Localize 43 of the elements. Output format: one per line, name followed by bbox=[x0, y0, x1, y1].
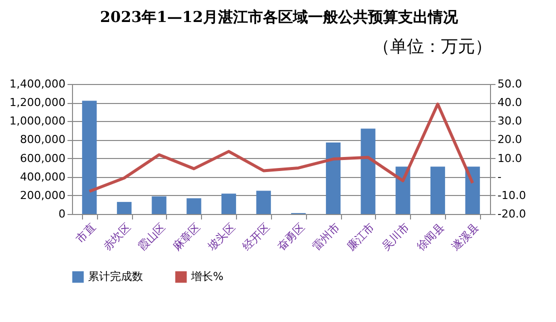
bar bbox=[152, 196, 166, 214]
y2-tick-label: -20.0 bbox=[498, 208, 526, 220]
legend-label: 增长% bbox=[190, 270, 224, 283]
line-series bbox=[88, 102, 474, 193]
x-tick-label: 吴川市 bbox=[379, 220, 412, 254]
bar bbox=[326, 142, 341, 214]
x-tick-label: 坡头区 bbox=[204, 220, 238, 254]
y-tick-label: 800,000 bbox=[20, 133, 66, 146]
y-tick-label: 600,000 bbox=[20, 152, 66, 165]
x-tick-label: 麻章区 bbox=[170, 220, 203, 254]
bar bbox=[82, 100, 97, 214]
bar bbox=[256, 190, 271, 214]
x-tick-label: 雷州市 bbox=[310, 220, 342, 254]
y2-tick-label: 10.0 bbox=[498, 152, 522, 165]
y-tick-label: 1,400,000 bbox=[10, 78, 66, 90]
bar bbox=[221, 194, 236, 214]
y2-tick-label: 40.0 bbox=[498, 96, 522, 110]
y2-tick-label: 30.0 bbox=[498, 114, 522, 128]
chart-subtitle: （单位：万元） bbox=[373, 37, 492, 57]
x-tick-label: 徐闻县 bbox=[414, 220, 447, 254]
x-tick-label: 奋勇区 bbox=[274, 220, 308, 254]
y2-tick-label: 50.0 bbox=[498, 78, 522, 90]
bar bbox=[465, 166, 480, 214]
bar bbox=[186, 198, 202, 214]
x-tick-label: 经开区 bbox=[240, 220, 273, 254]
y-tick-label: 1,200,000 bbox=[10, 96, 66, 110]
x-tick-label: 遂溪县 bbox=[449, 220, 482, 254]
chart-title: 2023年1—12月湛江市各区域一般公共预算支出情况 bbox=[100, 8, 460, 26]
y-tick-label: 400,000 bbox=[20, 170, 66, 184]
y-tick-label: 200,000 bbox=[20, 188, 66, 202]
x-tick-label: 廉江市 bbox=[344, 220, 378, 254]
y2-tick-label: -10.0 bbox=[498, 188, 526, 202]
x-tick-label: 霞山区 bbox=[136, 220, 168, 254]
y-tick-label: 1,000,000 bbox=[10, 114, 66, 128]
bar bbox=[360, 128, 376, 214]
bar bbox=[116, 202, 132, 214]
y-tick-label: 0 bbox=[58, 208, 66, 220]
x-tick-label: 赤坎区 bbox=[100, 220, 134, 254]
x-tick-label: 市直 bbox=[74, 220, 98, 246]
legend-label: 累计完成数 bbox=[88, 270, 143, 283]
bar bbox=[430, 166, 446, 214]
y2-tick-label: - bbox=[498, 170, 502, 184]
y2-tick-label: 20.0 bbox=[498, 133, 522, 146]
